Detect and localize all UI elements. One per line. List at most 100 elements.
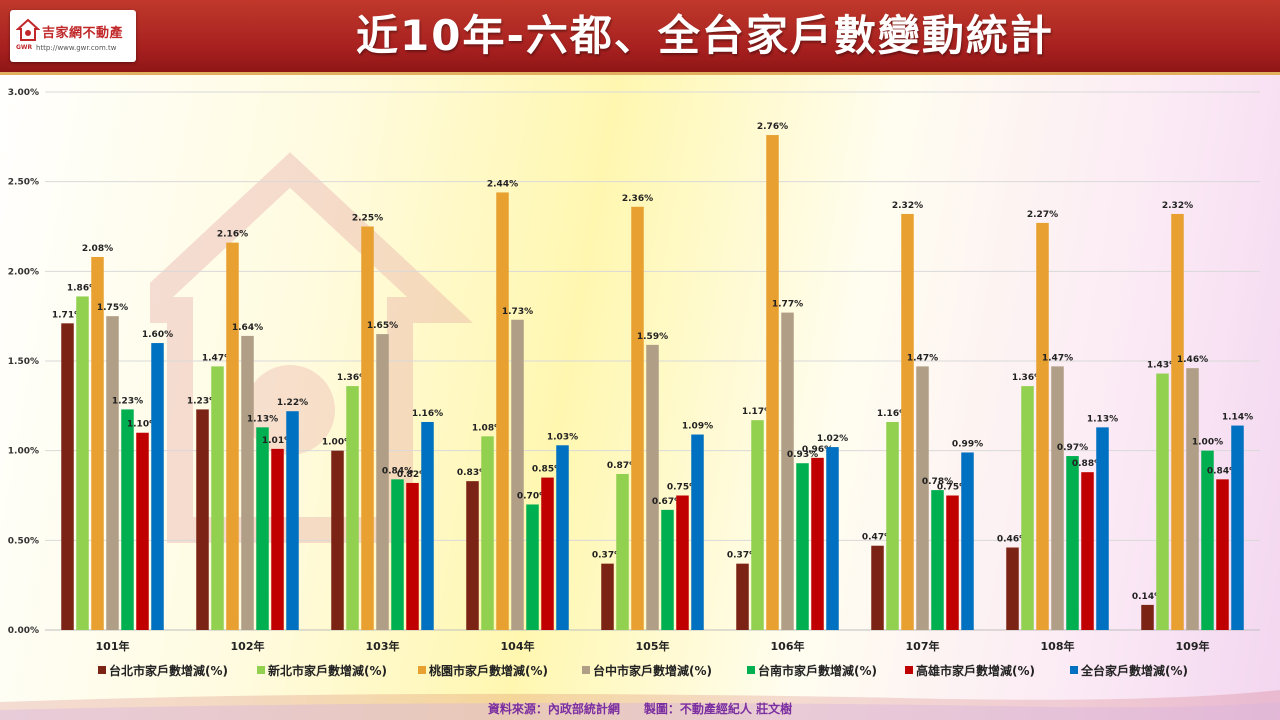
bar <box>916 366 929 630</box>
logo-gwr: GWR <box>16 44 33 51</box>
bar <box>391 479 404 630</box>
bar <box>691 434 704 630</box>
bar <box>1141 604 1154 630</box>
data-label: 2.76% <box>757 122 788 132</box>
data-label: 1.01% <box>262 436 293 446</box>
bar <box>211 366 224 630</box>
data-label: 0.67% <box>652 497 683 507</box>
bar <box>826 447 839 630</box>
bar <box>796 463 809 630</box>
bar <box>1066 456 1079 630</box>
data-label: 2.36% <box>622 194 653 204</box>
bar <box>541 477 554 630</box>
legend-swatch <box>418 666 426 674</box>
data-label: 2.32% <box>892 201 923 211</box>
bar <box>526 504 539 630</box>
bar <box>751 420 764 630</box>
data-label: 0.85% <box>532 465 563 475</box>
bar <box>736 563 749 630</box>
data-label: 0.87% <box>607 461 638 471</box>
data-label: 1.47% <box>1042 353 1073 363</box>
data-label: 0.70% <box>517 491 548 501</box>
bar <box>376 334 389 630</box>
bar <box>946 495 959 630</box>
data-label: 1.13% <box>247 414 278 424</box>
data-label: 0.84% <box>382 466 413 476</box>
y-tick-label: 1.00% <box>8 447 39 457</box>
data-label: 1.86% <box>67 283 98 293</box>
data-label: 2.27% <box>1027 210 1058 220</box>
house-logo-icon <box>16 18 40 41</box>
legend-label: 台北市家戶數增減(%) <box>109 663 228 678</box>
bar <box>241 335 254 630</box>
data-label: 1.09% <box>682 422 713 432</box>
x-tick-label: 107年 <box>906 639 940 653</box>
bar <box>931 490 944 630</box>
bar <box>406 482 419 630</box>
legend-swatch <box>98 666 106 674</box>
y-tick-label: 2.00% <box>8 267 39 277</box>
y-tick-label: 3.00% <box>8 88 39 98</box>
logo-url: http://www.gwr.com.tw <box>36 44 117 52</box>
bar <box>1051 366 1064 630</box>
data-label: 1.75% <box>97 303 128 313</box>
bar <box>121 409 134 630</box>
bar <box>76 296 89 630</box>
bar <box>1156 373 1169 630</box>
x-tick-label: 105年 <box>636 639 670 653</box>
bar <box>1081 472 1094 630</box>
bar <box>601 563 614 630</box>
bar <box>271 448 284 630</box>
bar <box>1231 425 1244 630</box>
x-tick-label: 104年 <box>501 639 535 653</box>
legend-swatch <box>747 666 755 674</box>
data-label: 1.17% <box>742 407 773 417</box>
bar <box>91 256 104 630</box>
data-label: 0.14% <box>1132 592 1163 602</box>
source-note: 資料來源：內政部統計網 製圖：不動產經紀人 莊文樹 <box>487 702 793 716</box>
data-label: 1.64% <box>232 323 263 333</box>
bar <box>871 545 884 630</box>
data-label: 1.23% <box>187 396 218 406</box>
bar <box>1171 213 1184 631</box>
data-label: 1.16% <box>412 409 443 419</box>
bar <box>136 432 149 630</box>
bar <box>1096 427 1109 630</box>
bar <box>361 226 374 630</box>
company-logo: 吉家網不動產 GWR http://www.gwr.com.tw <box>10 10 136 62</box>
logo-text: 吉家網不動產 <box>42 26 124 41</box>
data-label: 0.46% <box>997 535 1028 545</box>
bar <box>676 495 689 630</box>
data-label: 1.36% <box>337 373 368 383</box>
data-label: 0.97% <box>1057 443 1088 453</box>
data-label: 1.47% <box>907 353 938 363</box>
data-label: 0.96% <box>802 445 833 455</box>
bar <box>226 242 239 630</box>
bar <box>346 386 359 630</box>
x-tick-label: 101年 <box>96 639 130 653</box>
data-label: 0.47% <box>862 533 893 543</box>
y-tick-label: 0.00% <box>8 626 39 636</box>
data-label: 1.00% <box>322 438 353 448</box>
x-tick-label: 103年 <box>366 639 400 653</box>
legend-swatch <box>582 666 590 674</box>
bar <box>766 135 779 630</box>
legend-label: 桃園市家戶數增減(%) <box>429 663 548 678</box>
x-tick-label: 108年 <box>1041 639 1075 653</box>
data-label: 1.03% <box>547 432 578 442</box>
bar <box>661 509 674 630</box>
bar <box>496 192 509 630</box>
data-label: 0.82% <box>397 470 428 480</box>
data-label: 1.23% <box>112 396 143 406</box>
data-label: 1.08% <box>472 423 503 433</box>
data-label: 1.10% <box>127 420 158 430</box>
data-label: 1.00% <box>1192 438 1223 448</box>
y-tick-label: 0.50% <box>8 536 39 546</box>
bar <box>481 436 494 630</box>
bar <box>811 457 824 630</box>
bar <box>1216 479 1229 630</box>
data-label: 1.13% <box>1087 414 1118 424</box>
bar <box>61 323 74 630</box>
bar <box>196 409 209 630</box>
data-label: 2.44% <box>487 179 518 189</box>
